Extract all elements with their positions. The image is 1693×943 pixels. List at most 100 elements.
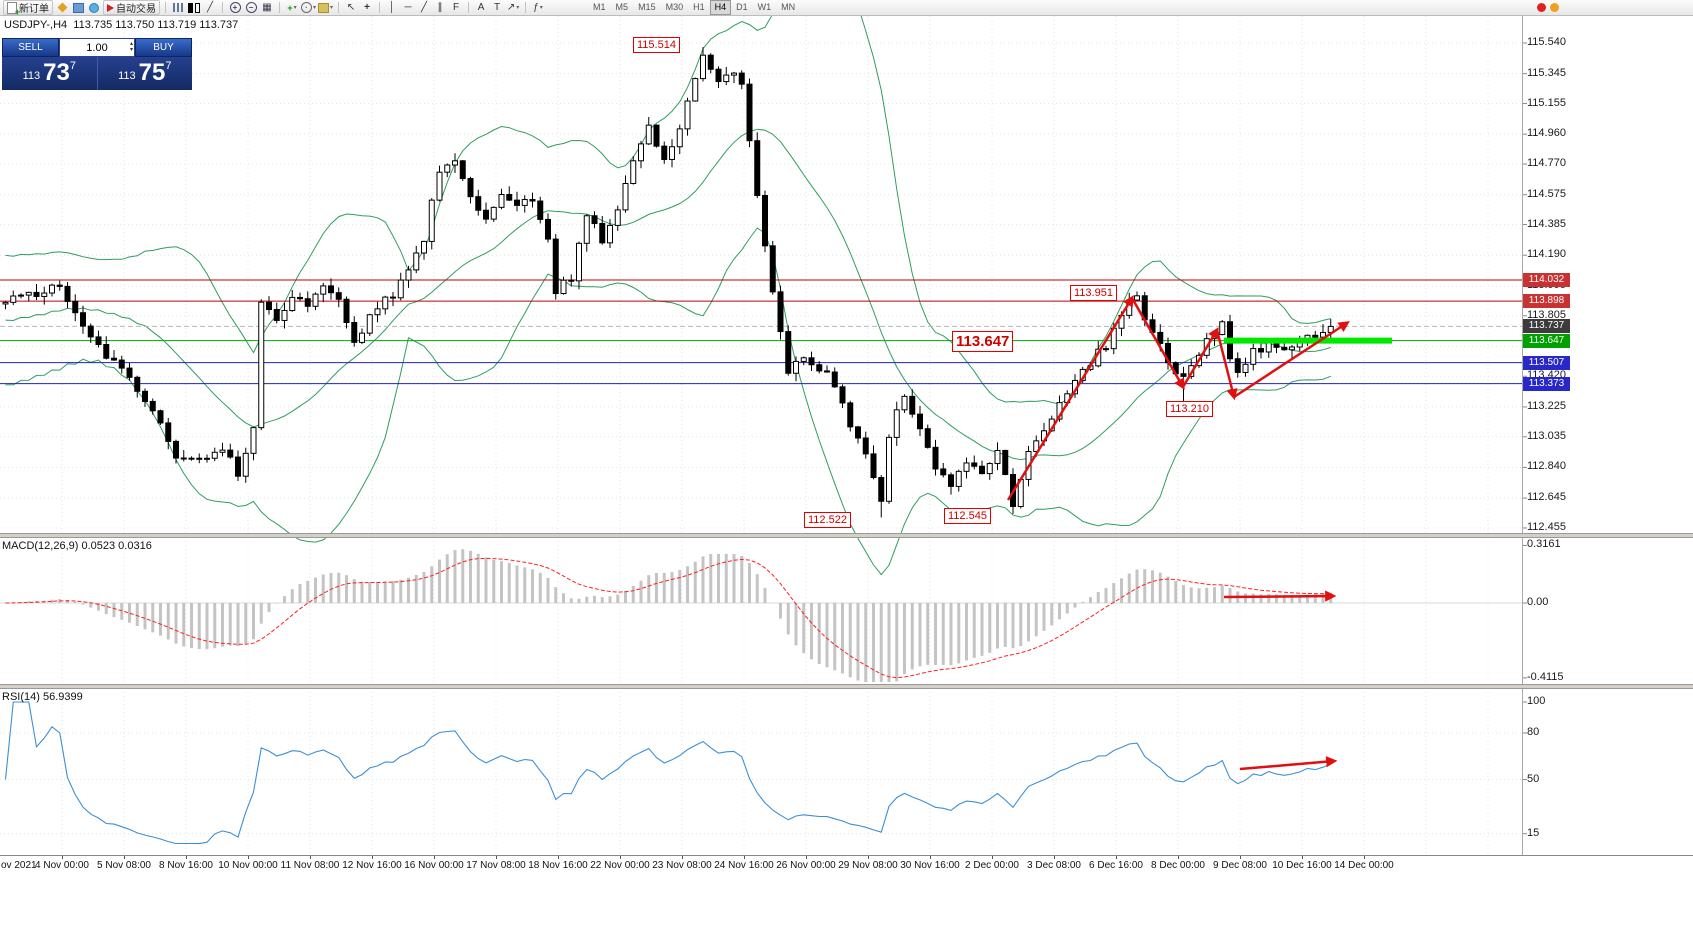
- buy-price-sup: 7: [165, 60, 172, 72]
- time-axis-tick: [682, 856, 683, 859]
- price-scale-tick: 114.960: [1527, 127, 1566, 140]
- rsi-scale-tick: 80: [1527, 726, 1540, 738]
- time-axis-label: 8 Nov 16:00: [159, 860, 213, 871]
- panel-divider[interactable]: [0, 533, 1693, 538]
- price-scale-tick: 115.540: [1527, 36, 1566, 48]
- alert-red-icon[interactable]: [1537, 3, 1546, 12]
- time-axis-tick: [62, 856, 63, 859]
- text-label-icon[interactable]: T: [493, 2, 501, 13]
- price-annotation: 112.522: [804, 512, 851, 528]
- price-scale-tick: 115.345: [1527, 66, 1566, 79]
- time-axis[interactable]: ov 2021 4 Nov 00:00 5 Nov 08:00 8 Nov 16:00…: [0, 855, 1693, 873]
- timeframe-button-M5[interactable]: M5: [615, 2, 629, 12]
- chart-ohlc-header: USDJPY-,H4 113.735 113.750 113.719 113.7…: [4, 19, 239, 31]
- time-axis-tick: [186, 856, 187, 859]
- time-axis-label: 24 Nov 16:00: [714, 860, 774, 871]
- time-axis-tick: [744, 856, 745, 859]
- time-axis-tick: [310, 856, 311, 859]
- timeframe-button-W1[interactable]: W1: [757, 2, 772, 12]
- macd-scale-tick: 0.00: [1527, 596, 1549, 608]
- bar-chart-icon[interactable]: [171, 1, 185, 14]
- macd-scale-tick: 0.3161: [1527, 538, 1561, 551]
- time-axis-label: 18 Nov 16:00: [528, 860, 588, 871]
- vertical-line-icon[interactable]: │: [388, 2, 396, 13]
- arrows-tool-icon[interactable]: ↗ ▾: [506, 2, 520, 13]
- macd-scale-tick: -0.4115: [1527, 670, 1564, 683]
- zoom-out-icon[interactable]: −: [244, 1, 258, 14]
- buy-price-big: 75: [138, 59, 166, 86]
- time-axis-tick: [558, 856, 559, 859]
- timeframe-button-H4[interactable]: H4: [709, 0, 732, 15]
- candlestick-chart-icon[interactable]: [187, 1, 201, 14]
- time-axis-label: 9 Dec 08:00: [1213, 860, 1267, 871]
- toolbar: 新订单 自动交易 ╱ + − ▦ +▾ ·▾ ▾ ↖ + │ ─ ╱ ∥ F A…: [0, 0, 1693, 17]
- price-scale-tick: 114.385: [1527, 217, 1566, 230]
- price-scale-tick: 114.770: [1527, 157, 1566, 170]
- price-scale-tick: 114.575: [1527, 187, 1566, 200]
- time-axis-label: 11 Nov 08:00: [280, 860, 340, 871]
- fibonacci-icon[interactable]: F: [452, 2, 460, 13]
- price-level-badge: 113.507: [1523, 355, 1570, 370]
- time-axis-tick: [930, 856, 931, 859]
- rsi-scale-tick: 100: [1527, 695, 1546, 707]
- sell-button[interactable]: SELL: [2, 38, 59, 57]
- price-scale-tick: 114.190: [1527, 248, 1566, 261]
- buy-price[interactable]: 113 75 7: [98, 57, 193, 90]
- panel-divider[interactable]: [0, 684, 1693, 689]
- horizontal-line-icon[interactable]: ─: [404, 2, 412, 13]
- cursor-icon[interactable]: ↖: [346, 2, 356, 13]
- zoom-in-icon[interactable]: +: [228, 1, 242, 14]
- timeframe-button-M1[interactable]: M1: [593, 2, 606, 12]
- templates-icon[interactable]: ▾: [318, 1, 333, 14]
- timeframe-toolbar: M1 M5 M15 M30 H1 H4 D1 W1 MN: [588, 0, 800, 15]
- alert-yellow-icon[interactable]: [1550, 3, 1559, 12]
- toolbar-separator: [338, 2, 340, 13]
- price-level-badge: 114.032: [1523, 273, 1570, 288]
- indicators-icon[interactable]: ƒ ▾: [533, 2, 543, 13]
- time-axis-tick: [434, 856, 435, 859]
- chat-icon[interactable]: [87, 1, 101, 14]
- auto-trading-icon: [107, 3, 114, 12]
- price-scale-tick: 115.155: [1527, 96, 1566, 109]
- timeframe-button-M30[interactable]: M30: [665, 2, 684, 12]
- toolbar-separator: [279, 2, 280, 13]
- line-chart-icon[interactable]: ╱: [206, 2, 214, 13]
- crosshair-icon[interactable]: +: [364, 2, 370, 13]
- price-annotation: 113.647: [952, 331, 1014, 352]
- periods-icon[interactable]: · ▾: [301, 1, 316, 14]
- time-axis-label: 14 Dec 00:00: [1334, 860, 1394, 871]
- price-scale-tick: 112.455: [1527, 520, 1566, 533]
- timeframe-button-D1[interactable]: D1: [736, 2, 748, 12]
- tile-windows-icon[interactable]: ▦: [262, 2, 272, 13]
- sell-price[interactable]: 113 73 7: [2, 57, 98, 90]
- time-axis-tick: [1240, 856, 1241, 859]
- new-order-label: 新订单: [19, 4, 49, 15]
- sell-price-prefix: 113: [22, 70, 41, 82]
- time-axis-tick: [1178, 856, 1179, 859]
- toolbar-separator: [222, 2, 223, 13]
- timeframe-button-M15[interactable]: M15: [638, 2, 656, 12]
- time-axis-label: 4 Nov 00:00: [35, 860, 89, 871]
- price-scale-border: [1522, 16, 1523, 872]
- buy-button[interactable]: BUY: [135, 38, 192, 57]
- new-chart-icon[interactable]: + ▾: [287, 2, 297, 13]
- timeframe-button-MN[interactable]: MN: [781, 2, 796, 12]
- text-icon[interactable]: A: [477, 2, 485, 13]
- volume-input[interactable]: 1.00 ▴ ▾: [59, 38, 135, 57]
- buy-price-prefix: 113: [118, 70, 136, 82]
- time-axis-tick: [1302, 856, 1303, 859]
- new-order-button[interactable]: 新订单: [3, 0, 53, 17]
- trendline-icon[interactable]: ╱: [421, 2, 428, 13]
- time-axis-label: ov 2021: [1, 860, 37, 871]
- market-watch-icon[interactable]: [71, 1, 85, 14]
- new-order-icon: [7, 1, 20, 17]
- price-scale-tick: 112.645: [1527, 491, 1566, 504]
- timeframe-button-H1[interactable]: H1: [693, 2, 705, 12]
- alerts-icon[interactable]: [55, 1, 69, 14]
- volume-spinner[interactable]: ▴ ▾: [129, 41, 133, 53]
- auto-trading-button[interactable]: 自动交易: [103, 0, 160, 15]
- channel-icon[interactable]: ∥: [437, 2, 443, 13]
- sell-price-sup: 7: [69, 60, 76, 72]
